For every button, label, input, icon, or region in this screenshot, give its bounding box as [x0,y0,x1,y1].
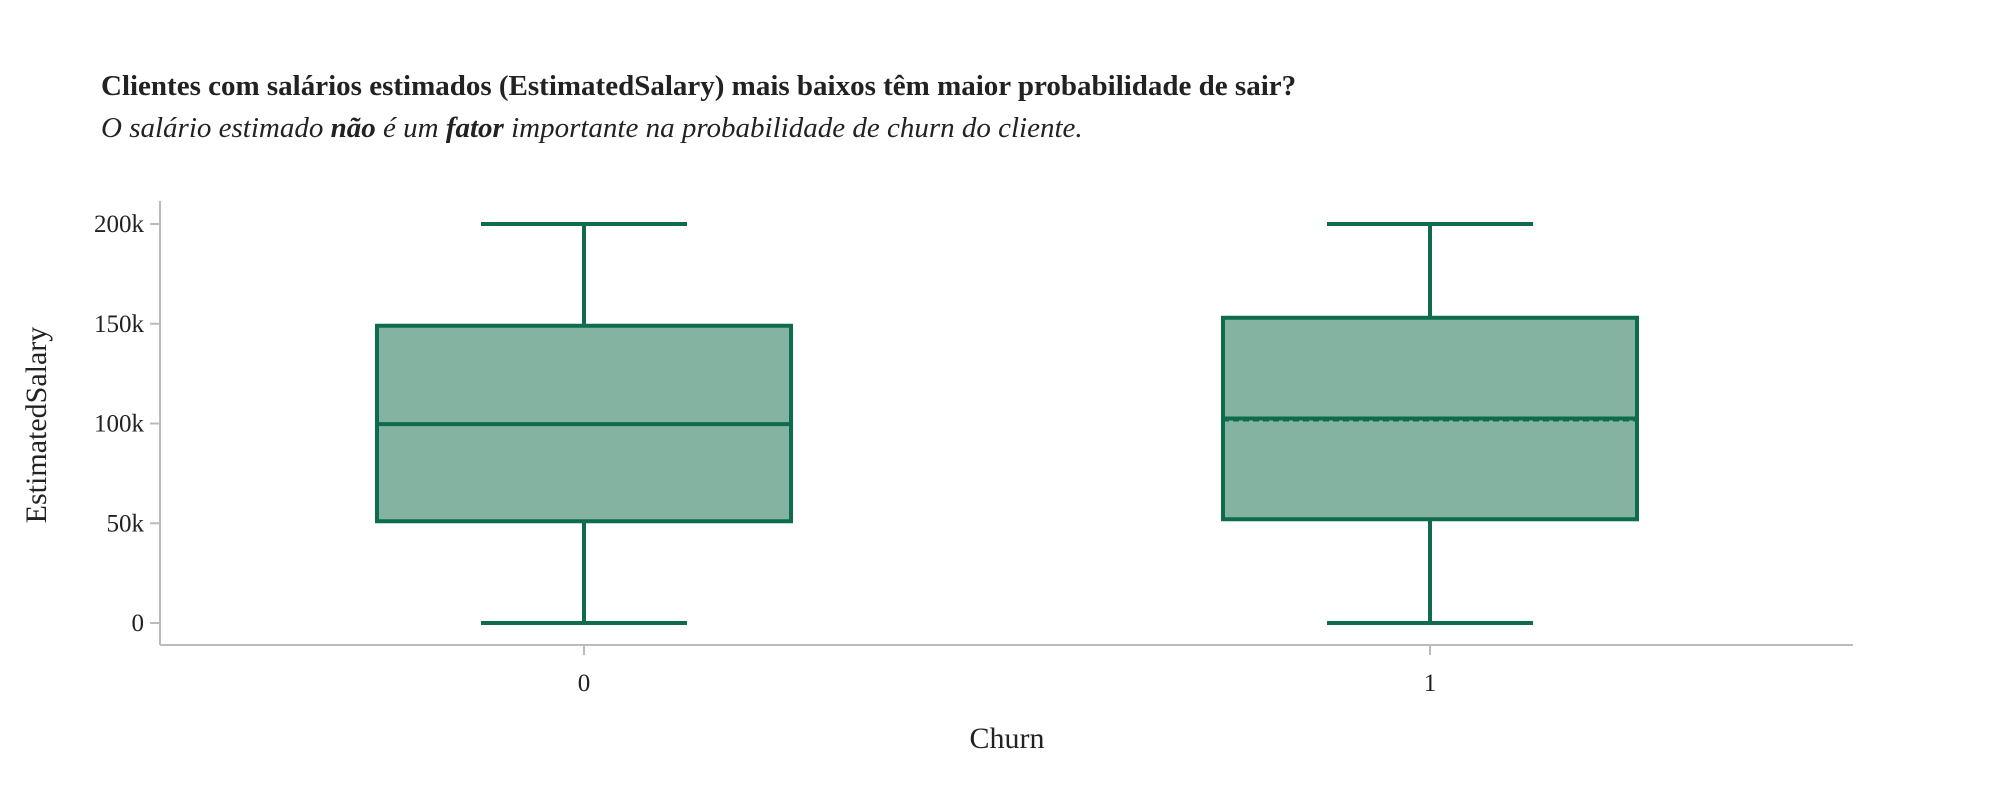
subtitle-part-1: O salário estimado [101,112,331,144]
y-tick-label: 50k [107,510,145,537]
x-axis-title: Churn [970,722,1045,755]
y-axis-title: EstimatedSalary [20,327,53,524]
chart-subtitle: O salário estimado não é um fator import… [101,112,1083,145]
y-tick-label: 100k [94,411,145,438]
box-series [375,222,1639,625]
subtitle-part-3: importante na probabilidade de churn do … [503,112,1083,144]
box-1 [1221,222,1639,625]
y-tick-label: 150k [94,311,145,338]
y-axis: 0 50k 100k 150k 200k [94,201,161,645]
y-tick-label: 200k [94,211,145,238]
subtitle-part-2: é um [375,112,446,144]
subtitle-emphasis-fator: fator [445,112,504,144]
box-0 [375,222,793,625]
chart-title: Clientes com salários estimados (Estimat… [101,70,1297,102]
x-tick-label: 0 [578,670,591,697]
y-tick-label: 0 [132,610,145,637]
subtitle-emphasis-nao: não [330,112,376,144]
x-tick-label: 1 [1424,670,1437,697]
